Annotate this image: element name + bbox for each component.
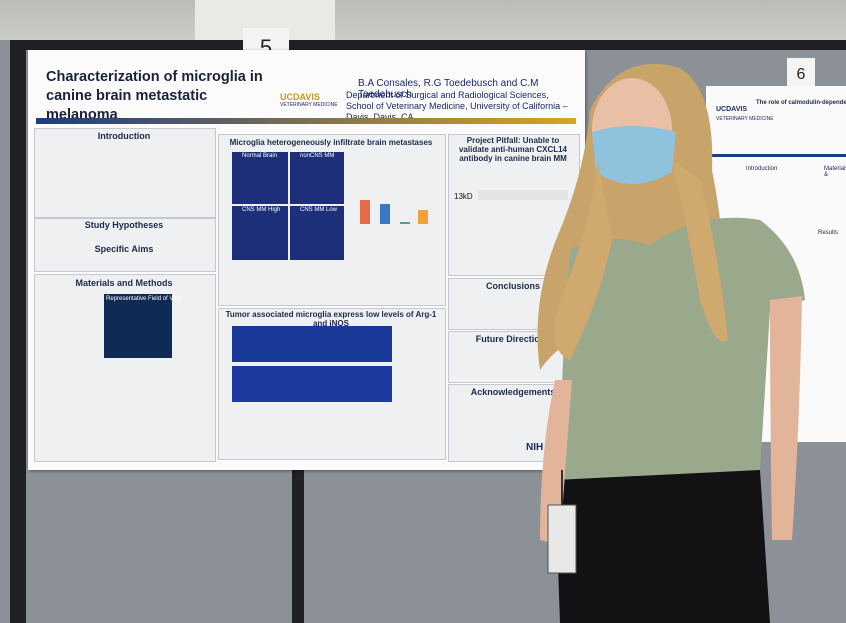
bar-plot: [380, 204, 390, 224]
section-heading: Introduction: [97, 131, 151, 141]
bar-plot: [418, 210, 428, 224]
micrograph: [290, 152, 344, 204]
panel-post: [10, 40, 26, 623]
image-label: Normal Brain: [242, 153, 278, 159]
image-label: CNS MM Low: [300, 207, 338, 213]
blot-label: 13kD: [454, 192, 473, 201]
micrograph: [104, 294, 172, 358]
arm: [540, 380, 572, 545]
section-heading: Project Pitfall: Unable to validate anti…: [458, 136, 568, 163]
logo-sub: VETERINARY MEDICINE: [280, 102, 338, 108]
section-heading: Introduction: [746, 166, 778, 172]
panel-top: [10, 40, 846, 50]
blot: [478, 190, 568, 200]
image-label: CNS MM High: [242, 207, 281, 213]
panel-post: [292, 470, 304, 623]
logo: UCDAVIS: [280, 92, 320, 102]
section-heading: Results: [818, 230, 839, 236]
authors: B.A Consales, R.G Toedebusch and C.M Toe…: [358, 78, 539, 100]
bar-plot: [400, 222, 410, 224]
micrograph: [290, 206, 344, 260]
logo: UCDAVIS: [716, 106, 747, 113]
sign: 6: [787, 58, 815, 90]
pants: [555, 470, 770, 623]
mask: [592, 126, 676, 184]
section-heading: Materials and Methods: [75, 278, 173, 288]
section-heading: Conclusions: [485, 281, 540, 291]
section-box: [34, 218, 216, 272]
section-heading: Materials &: [824, 166, 846, 178]
section-box: [34, 128, 216, 218]
section-heading: Study Hypotheses: [84, 220, 164, 230]
header-band: [712, 154, 846, 157]
poster: Characterization of microglia in canine …: [28, 50, 585, 470]
micrograph: [232, 152, 288, 204]
section-heading: Specific Aims: [94, 244, 154, 254]
header-band: [36, 118, 576, 124]
poster-title: The role of calmodulin-dependent protein…: [756, 100, 846, 106]
section-heading: Microglia heterogeneously infiltrate bra…: [229, 138, 433, 147]
section-heading: Tumor associated microglia express low l…: [225, 310, 437, 328]
image-label: Representative Field of View: [106, 296, 183, 302]
micrograph: [232, 366, 392, 402]
badge: [547, 504, 577, 574]
shirt: [560, 217, 805, 496]
hair-front: [554, 160, 728, 360]
section-heading: Future Directions: [475, 334, 551, 344]
logo-sub: VETERINARY MEDICINE: [716, 116, 774, 122]
bar-plot: [360, 200, 370, 224]
nih-logo: NIH: [526, 442, 544, 453]
micrograph: [232, 206, 288, 260]
poster-title: Characterization of microglia in canine …: [46, 69, 263, 123]
image-label: nonCNS MM: [300, 153, 335, 159]
affiliation: Department of Surgical and Radiological …: [346, 90, 568, 122]
section-heading: Acknowledgements: [470, 387, 556, 397]
micrograph: [232, 326, 392, 362]
arm: [770, 296, 802, 540]
